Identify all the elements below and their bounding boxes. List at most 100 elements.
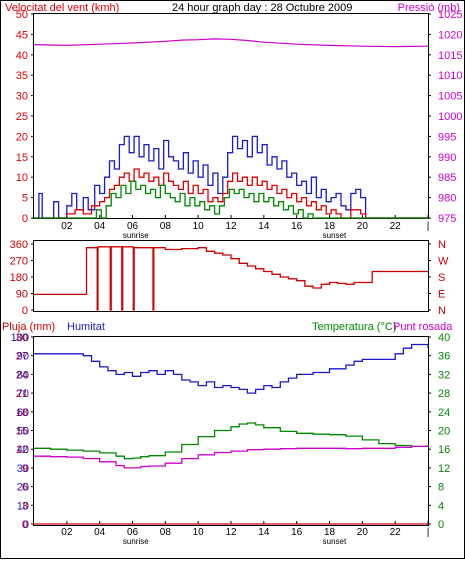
- wind-axis-left-tick-label: 35: [16, 70, 28, 82]
- temp-axis-x-tick-label: 04: [94, 527, 106, 538]
- temp-axis-left-tick-label: 18: [16, 407, 28, 419]
- wind-axis-right-tick-label: 985: [438, 172, 456, 184]
- temp-axis-right-tick-label: 24: [438, 407, 450, 419]
- direction-axis-right-tick-label: E: [438, 289, 445, 301]
- temp-axis-mid-tick-label: 0: [23, 519, 29, 531]
- temp-axis-sunrise-label: sunrise: [123, 537, 149, 546]
- wind-axis-sunrise-label: sunrise: [123, 231, 149, 240]
- temp-axis-mid-tick-label: 20: [17, 482, 29, 494]
- temp-axis-x-tick-label: 14: [258, 527, 270, 538]
- direction-axis-right-tick-label: S: [438, 272, 445, 284]
- wind-series: [34, 168, 428, 219]
- wind-axis-left-tick-label: 45: [16, 29, 28, 41]
- direction-axis-left-tick-label: 90: [16, 289, 28, 301]
- direction-axis-left-tick-label: 180: [10, 272, 28, 284]
- temp-axis-right-tick-label: 12: [438, 463, 450, 475]
- wind-axis-x-tick-label: 14: [258, 221, 270, 232]
- wind-axis-left-tick-label: 0: [22, 213, 28, 225]
- wind-axis-sunset-label: sunset: [323, 231, 347, 240]
- temp-axis-right-tick-label: 36: [438, 351, 450, 363]
- humidity-label: Humitat: [67, 321, 105, 333]
- wind-axis-left-tick-label: 20: [16, 131, 28, 143]
- wind-axis-x-tick-label: |: [427, 221, 430, 232]
- temp-axis-left-tick-label: 15: [16, 426, 28, 438]
- temp-axis-right-tick-label: 32: [438, 369, 450, 381]
- wind-axis-left-tick-label: 10: [16, 172, 28, 184]
- wind-axis-x-tick-label: 20: [357, 221, 369, 232]
- wind-axis-left-tick-label: 5: [22, 193, 28, 205]
- temp-axis-sunset-label: sunset: [323, 537, 347, 546]
- temp-axis-x-tick-label: 20: [357, 527, 369, 538]
- temp-axis-x-tick-label: 08: [160, 527, 172, 538]
- temp-axis-x-tick-label: 18: [324, 527, 336, 538]
- gust-series: [34, 135, 428, 219]
- temp-axis-right-tick-label: 28: [438, 388, 450, 400]
- wind-axis-right-tick-label: 975: [438, 213, 456, 225]
- temp-axis-mid-tick-label: 70: [17, 388, 29, 400]
- temp-axis-mid-tick-label: 10: [17, 500, 29, 512]
- wind-axis-x-tick-label: 18: [324, 221, 336, 232]
- wind-axis-right-tick-label: 990: [438, 152, 456, 164]
- temp-axis-right-tick-label: 16: [438, 444, 450, 456]
- wind-axis-left-tick-label: 40: [16, 50, 28, 62]
- temp-axis-left-tick-label: 12: [16, 444, 28, 456]
- temp-axis-left-tick-label: 6: [22, 482, 28, 494]
- temp-axis-left-tick-label: 9: [22, 463, 28, 475]
- wind-axis-x-tick-label: 08: [160, 221, 172, 232]
- temp-axis-right-tick-label: 20: [438, 426, 450, 438]
- page-title: 24 hour graph day : 28 Octubre 2009: [172, 2, 352, 14]
- wind-axis-x-tick-label: 02: [61, 221, 73, 232]
- direction-series: [34, 246, 428, 311]
- temp-axis-left-tick-label: 3: [22, 500, 28, 512]
- direction-axis-right-tick-label: N: [438, 239, 446, 251]
- temp-axis-left-tick-label: 27: [16, 351, 28, 363]
- wind-axis-left-tick-label: 15: [16, 152, 28, 164]
- temp-axis-right-tick-label: 8: [438, 482, 444, 494]
- wind-axis-right-tick-label: 1000: [438, 111, 462, 123]
- temp-axis-mid-tick-label: 50: [17, 426, 29, 438]
- wind-label: Velocitat del vent (kmh): [5, 2, 119, 14]
- pressure-series: [33, 38, 429, 48]
- wind_green-series: [34, 180, 428, 219]
- direction-axis-left-tick-label: 270: [10, 256, 28, 268]
- temp-axis-x-tick-label: 22: [390, 527, 402, 538]
- wind-axis-right-tick-label: 1020: [438, 29, 462, 41]
- wind-axis-x-tick-label: 06: [127, 221, 139, 232]
- wind-axis-right-tick-label: 980: [438, 193, 456, 205]
- temp-axis-x-tick-label: |: [427, 527, 430, 538]
- temp-axis-mid-tick-label: 90: [17, 351, 29, 363]
- wind-axis-x-tick-label: 04: [94, 221, 106, 232]
- temp-axis-right-tick-label: 40: [438, 332, 450, 344]
- wind-axis-right-tick-label: 1025: [438, 9, 462, 21]
- humidity-series: [34, 343, 429, 394]
- temp-axis-x-tick-label: 06: [127, 527, 139, 538]
- temp-axis-mid-tick-label: 40: [17, 444, 29, 456]
- temperature-series: [34, 422, 429, 460]
- temp-axis-left-tick-label: 24: [16, 369, 28, 381]
- temp-axis-x-tick-label: 02: [61, 527, 73, 538]
- dewpoint-label: Punt rosada: [393, 321, 453, 333]
- temp-axis-mid-tick-label: 30: [17, 463, 29, 475]
- temperature-label: Temperatura (°C): [312, 321, 396, 333]
- temp-axis-x-tick-label: 12: [225, 527, 237, 538]
- wind-axis-x-tick-label: 22: [390, 221, 402, 232]
- direction-axis-right-tick-label: W: [438, 256, 449, 268]
- temp-axis-mid-tick-label: 60: [17, 407, 29, 419]
- wind-axis-right-tick-label: 1005: [438, 91, 462, 103]
- wind-axis-right-tick-label: 1015: [438, 50, 462, 62]
- temp-axis-right-tick-label: 0: [438, 519, 444, 531]
- temp-axis-mid-tick-label: 100: [11, 332, 29, 344]
- wind-axis-right-tick-label: 995: [438, 131, 456, 143]
- temp-axis-left-tick-label: 30: [16, 332, 28, 344]
- wind-axis-left-tick-label: 50: [16, 9, 28, 21]
- wind-axis-left-tick-label: 30: [16, 91, 28, 103]
- temp-axis-right-tick-label: 4: [438, 500, 444, 512]
- temp-axis-x-tick-label: 16: [291, 527, 303, 538]
- wind-axis-x-tick-label: 16: [291, 221, 303, 232]
- temp-axis-left-tick-label: 0: [22, 519, 28, 531]
- temp-axis-left-tick-label: 21: [16, 388, 28, 400]
